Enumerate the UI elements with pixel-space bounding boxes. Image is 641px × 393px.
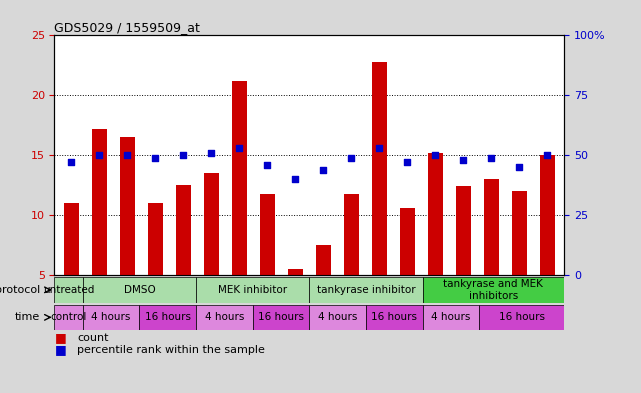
Bar bbox=[512, 191, 527, 275]
Bar bbox=[196, 305, 253, 330]
Text: 16 hours: 16 hours bbox=[145, 312, 191, 322]
Bar bbox=[422, 277, 564, 303]
Bar bbox=[422, 305, 479, 330]
Bar bbox=[456, 186, 471, 275]
Bar bbox=[120, 137, 135, 275]
Point bbox=[290, 176, 301, 182]
Text: 4 hours: 4 hours bbox=[431, 312, 470, 322]
Point bbox=[234, 145, 244, 151]
Point bbox=[206, 150, 217, 156]
Text: 4 hours: 4 hours bbox=[92, 312, 131, 322]
Point bbox=[346, 154, 356, 161]
Bar bbox=[372, 62, 387, 275]
Bar bbox=[176, 185, 191, 275]
Point bbox=[262, 162, 272, 168]
Text: tankyrase and MEK
inhibitors: tankyrase and MEK inhibitors bbox=[444, 279, 543, 301]
Bar bbox=[196, 277, 310, 303]
Point bbox=[402, 159, 412, 165]
Bar bbox=[92, 129, 107, 275]
Bar bbox=[147, 203, 163, 275]
Text: 16 hours: 16 hours bbox=[371, 312, 417, 322]
Bar bbox=[428, 153, 443, 275]
Bar bbox=[204, 173, 219, 275]
Point bbox=[66, 159, 76, 165]
Text: 16 hours: 16 hours bbox=[258, 312, 304, 322]
Bar bbox=[260, 194, 275, 275]
Text: MEK inhibitor: MEK inhibitor bbox=[218, 285, 287, 295]
Bar bbox=[344, 194, 359, 275]
Point bbox=[318, 167, 328, 173]
Point bbox=[542, 152, 553, 158]
Bar bbox=[140, 305, 196, 330]
Bar bbox=[54, 277, 83, 303]
Text: DMSO: DMSO bbox=[124, 285, 155, 295]
Text: percentile rank within the sample: percentile rank within the sample bbox=[77, 345, 265, 355]
Bar bbox=[54, 305, 83, 330]
Point bbox=[150, 154, 160, 161]
Bar bbox=[288, 269, 303, 275]
Text: ■: ■ bbox=[54, 343, 66, 356]
Bar bbox=[83, 305, 140, 330]
Bar bbox=[479, 305, 564, 330]
Text: 16 hours: 16 hours bbox=[499, 312, 545, 322]
Text: time: time bbox=[15, 312, 40, 322]
Bar bbox=[63, 203, 79, 275]
Point bbox=[374, 145, 385, 151]
Bar bbox=[83, 277, 196, 303]
Text: 4 hours: 4 hours bbox=[318, 312, 357, 322]
Point bbox=[94, 152, 104, 158]
Bar bbox=[310, 305, 366, 330]
Point bbox=[430, 152, 440, 158]
Bar bbox=[540, 155, 555, 275]
Text: 4 hours: 4 hours bbox=[204, 312, 244, 322]
Point bbox=[458, 157, 469, 163]
Bar bbox=[399, 208, 415, 275]
Point bbox=[122, 152, 133, 158]
Bar bbox=[315, 245, 331, 275]
Bar bbox=[231, 81, 247, 275]
Bar bbox=[366, 305, 422, 330]
Text: count: count bbox=[77, 333, 108, 343]
Point bbox=[178, 152, 188, 158]
Text: tankyrase inhibitor: tankyrase inhibitor bbox=[317, 285, 415, 295]
Bar bbox=[310, 277, 422, 303]
Text: control: control bbox=[51, 312, 87, 322]
Text: ■: ■ bbox=[54, 331, 66, 345]
Text: GDS5029 / 1559509_at: GDS5029 / 1559509_at bbox=[54, 21, 201, 34]
Point bbox=[514, 164, 524, 170]
Bar bbox=[483, 179, 499, 275]
Text: untreated: untreated bbox=[43, 285, 94, 295]
Text: protocol: protocol bbox=[0, 285, 40, 295]
Point bbox=[486, 154, 496, 161]
Bar bbox=[253, 305, 310, 330]
